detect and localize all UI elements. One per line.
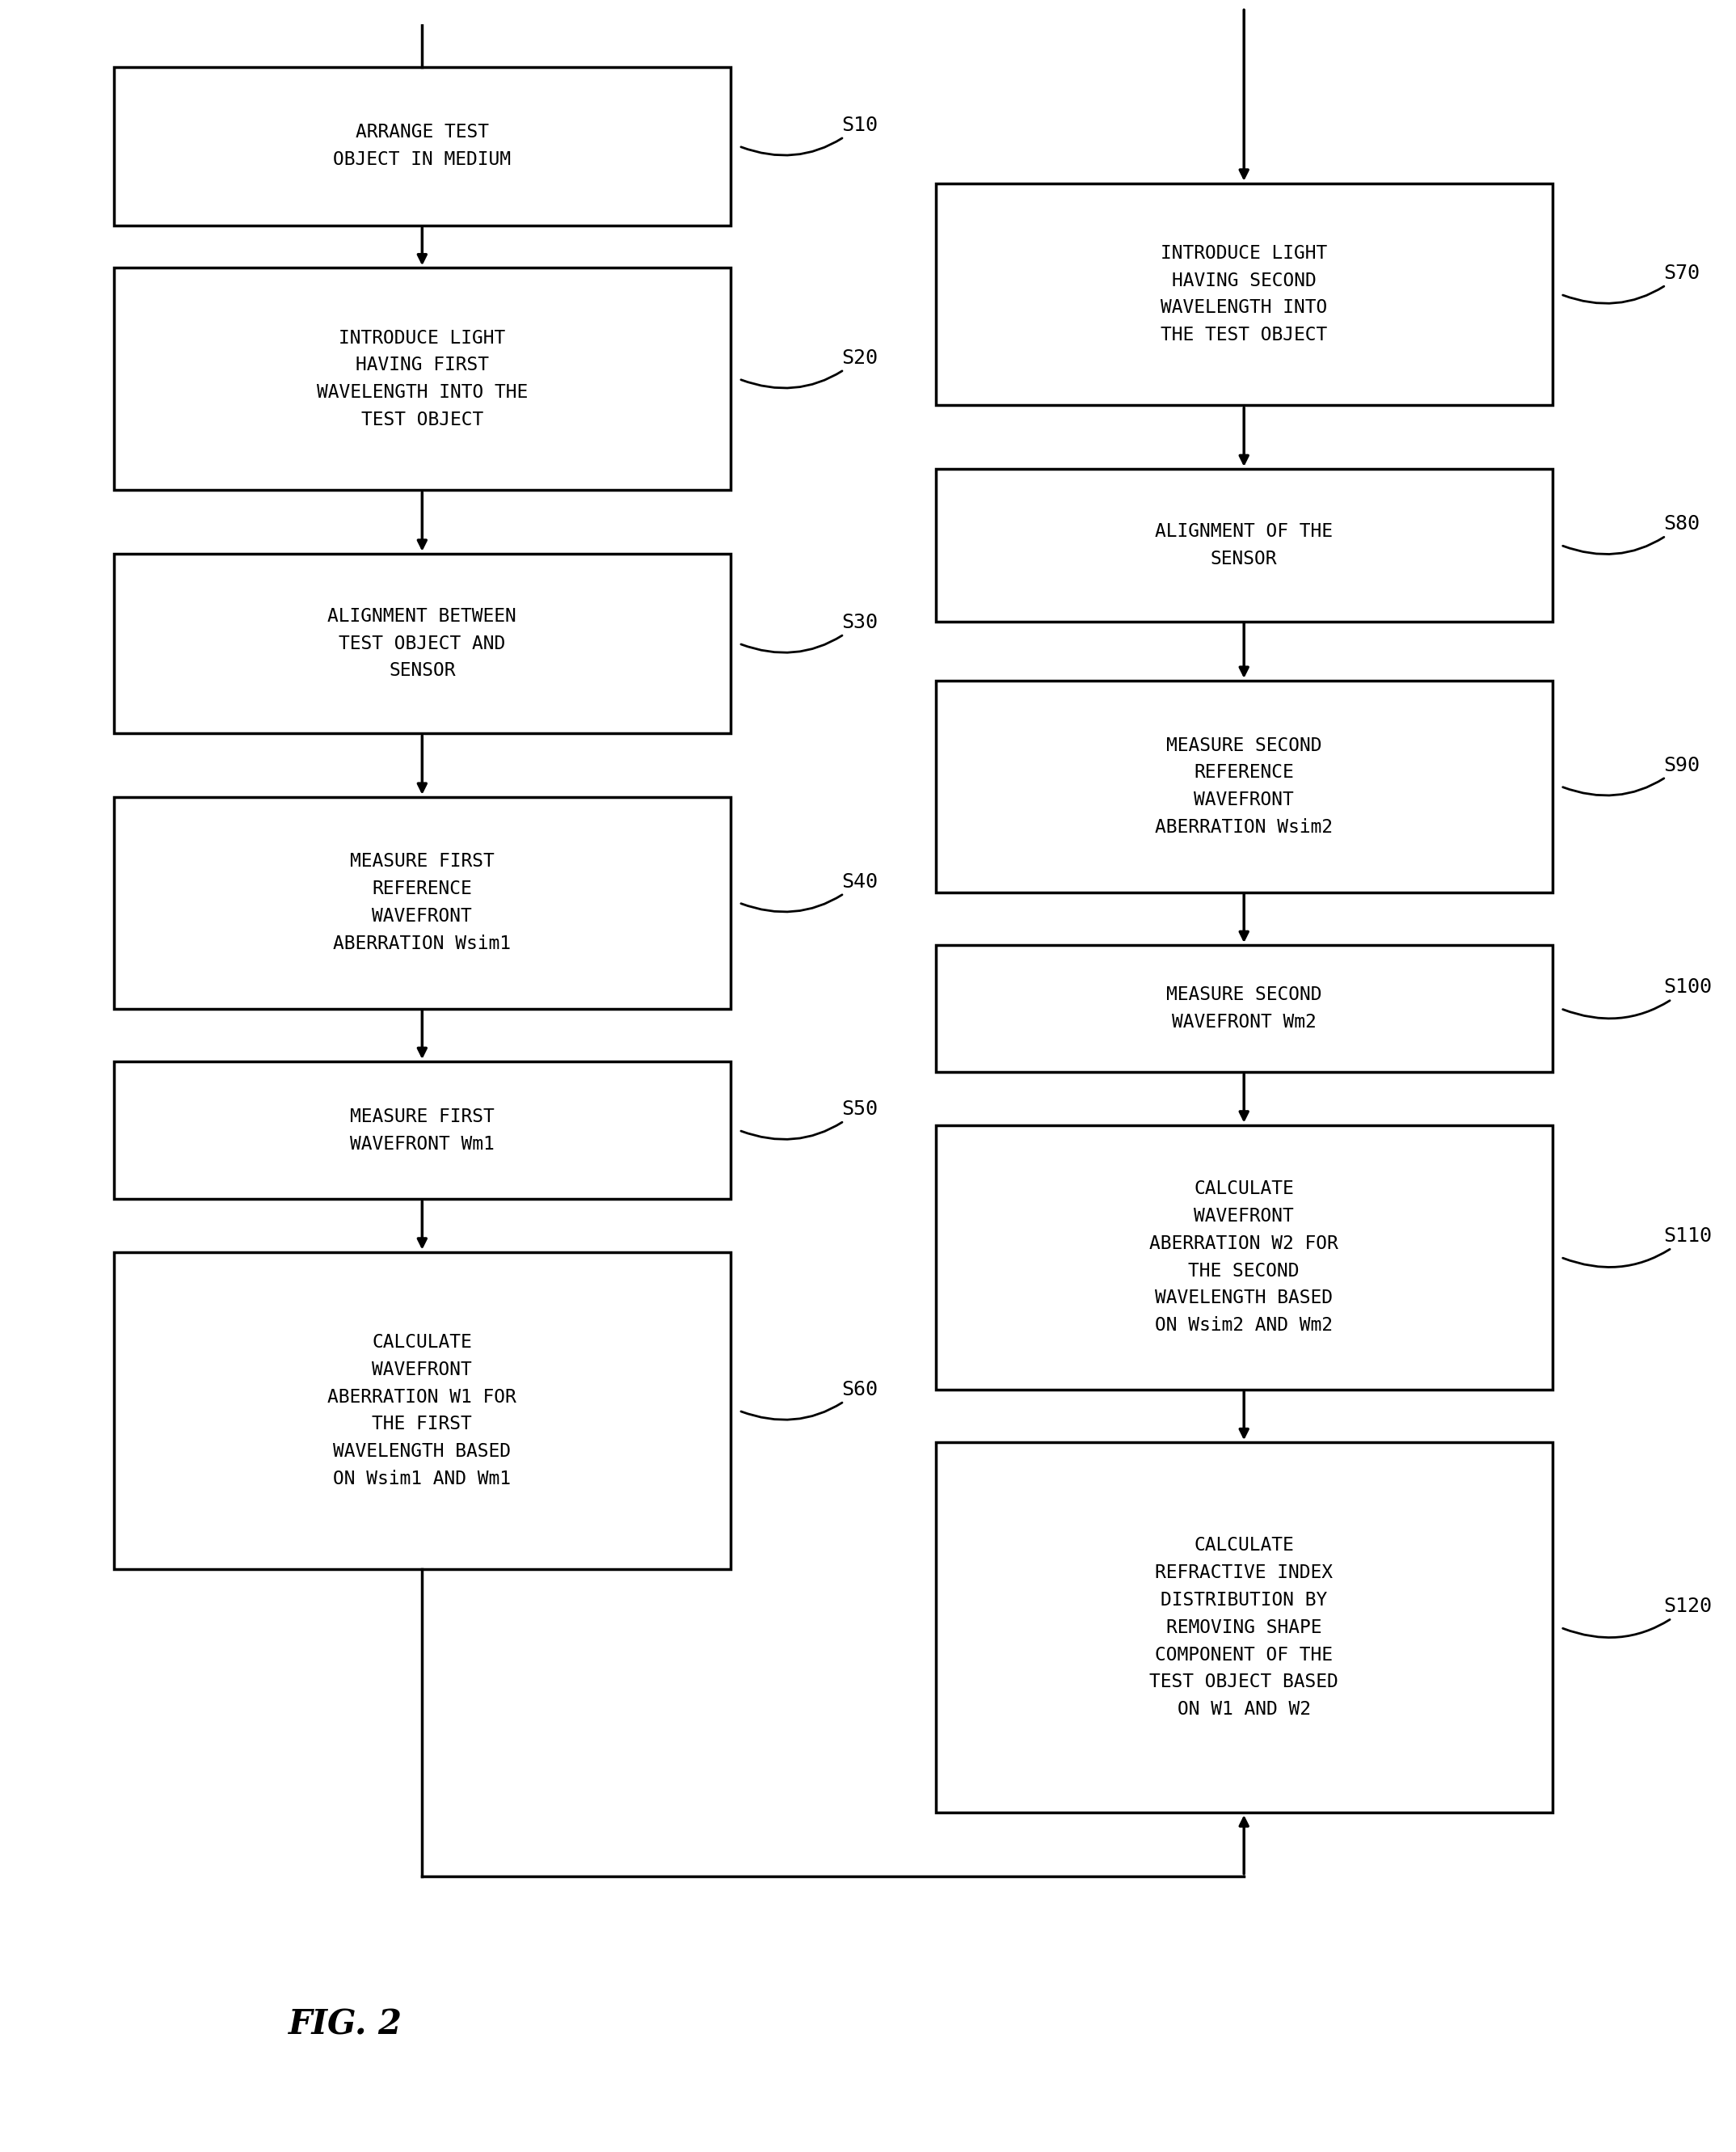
Text: CALCULATE
WAVEFRONT
ABERRATION W2 FOR
THE SECOND
WAVELENGTH BASED
ON Wsim2 AND W: CALCULATE WAVEFRONT ABERRATION W2 FOR TH… — [1149, 1179, 1338, 1334]
Text: S70: S70 — [1562, 263, 1700, 303]
Bar — [115, 553, 731, 734]
Text: CALCULATE
WAVEFRONT
ABERRATION W1 FOR
THE FIRST
WAVELENGTH BASED
ON Wsim1 AND Wm: CALCULATE WAVEFRONT ABERRATION W1 FOR TH… — [328, 1332, 517, 1489]
Text: MEASURE FIRST
WAVEFRONT Wm1: MEASURE FIRST WAVEFRONT Wm1 — [351, 1108, 495, 1153]
Bar — [115, 67, 731, 226]
Bar — [115, 796, 731, 1009]
Text: FIG. 2: FIG. 2 — [288, 2008, 403, 2042]
Text: S90: S90 — [1562, 755, 1700, 796]
Text: INTRODUCE LIGHT
HAVING SECOND
WAVELENGTH INTO
THE TEST OBJECT: INTRODUCE LIGHT HAVING SECOND WAVELENGTH… — [1161, 243, 1328, 344]
Text: S20: S20 — [741, 349, 878, 387]
Text: S40: S40 — [741, 872, 878, 912]
Bar — [936, 183, 1552, 405]
Text: MEASURE SECOND
WAVEFRONT Wm2: MEASURE SECOND WAVEFRONT Wm2 — [1167, 986, 1321, 1031]
Text: MEASURE FIRST
REFERENCE
WAVEFRONT
ABERRATION Wsim1: MEASURE FIRST REFERENCE WAVEFRONT ABERRA… — [333, 852, 510, 953]
Text: INTRODUCE LIGHT
HAVING FIRST
WAVELENGTH INTO THE
TEST OBJECT: INTRODUCE LIGHT HAVING FIRST WAVELENGTH … — [316, 329, 528, 428]
Text: S60: S60 — [741, 1379, 878, 1420]
Bar — [115, 1061, 731, 1199]
Text: S110: S110 — [1562, 1227, 1712, 1268]
Text: S80: S80 — [1562, 514, 1700, 555]
Text: S100: S100 — [1562, 977, 1712, 1018]
Text: ALIGNMENT OF THE
SENSOR: ALIGNMENT OF THE SENSOR — [1154, 523, 1333, 568]
Text: S10: S10 — [741, 116, 878, 155]
Bar — [936, 1442, 1552, 1812]
Bar — [936, 469, 1552, 622]
Bar — [936, 680, 1552, 893]
Text: S120: S120 — [1562, 1597, 1712, 1638]
Text: CALCULATE
REFRACTIVE INDEX
DISTRIBUTION BY
REMOVING SHAPE
COMPONENT OF THE
TEST : CALCULATE REFRACTIVE INDEX DISTRIBUTION … — [1149, 1537, 1338, 1719]
Text: S50: S50 — [741, 1100, 878, 1138]
Bar — [115, 267, 731, 491]
Bar — [936, 1125, 1552, 1390]
Bar — [115, 1252, 731, 1569]
Text: S30: S30 — [741, 613, 878, 652]
Text: ARRANGE TEST
OBJECT IN MEDIUM: ARRANGE TEST OBJECT IN MEDIUM — [333, 123, 510, 170]
Text: MEASURE SECOND
REFERENCE
WAVEFRONT
ABERRATION Wsim2: MEASURE SECOND REFERENCE WAVEFRONT ABERR… — [1154, 736, 1333, 837]
Text: ALIGNMENT BETWEEN
TEST OBJECT AND
SENSOR: ALIGNMENT BETWEEN TEST OBJECT AND SENSOR — [328, 607, 517, 680]
Bar — [936, 945, 1552, 1072]
